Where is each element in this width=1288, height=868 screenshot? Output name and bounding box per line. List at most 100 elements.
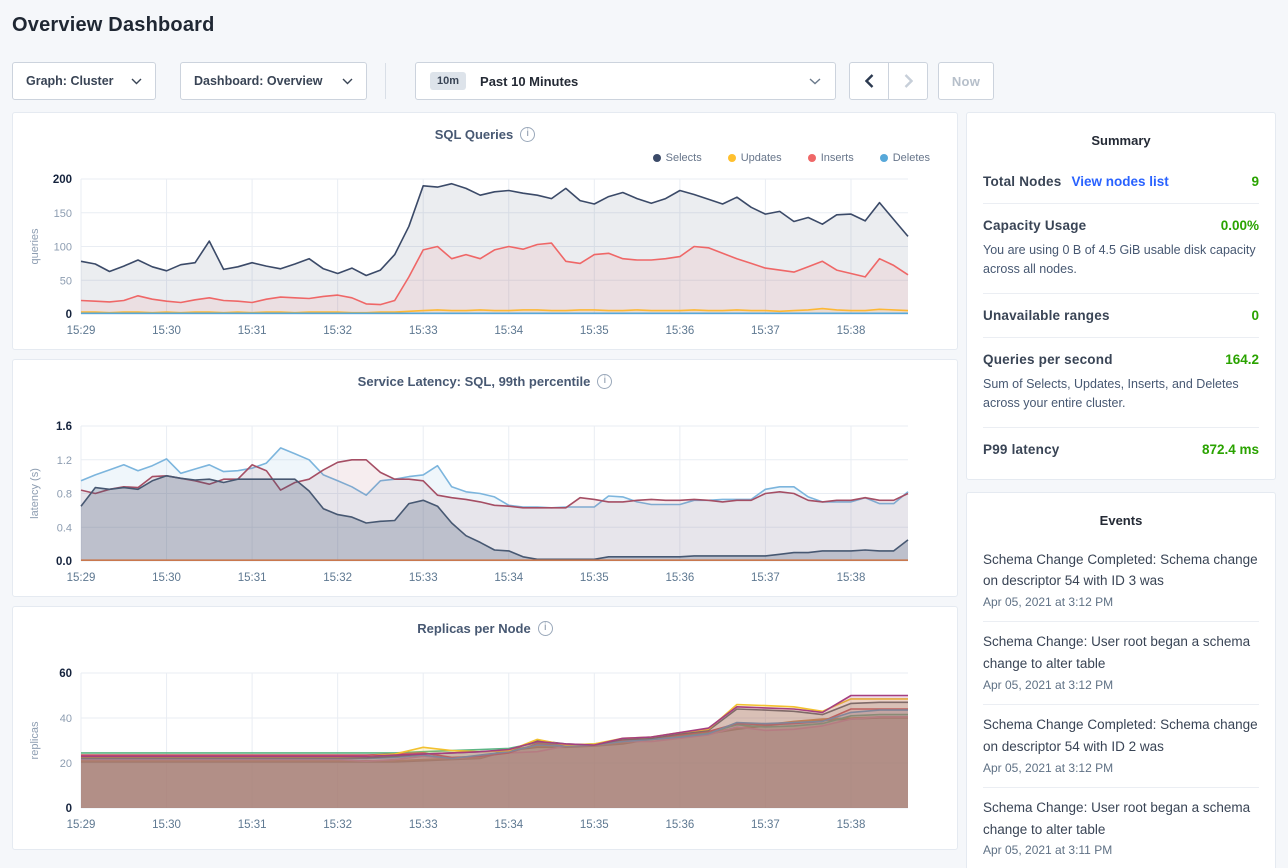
queries-per-second-description: Sum of Selects, Updates, Inserts, and De… [983,376,1239,411]
time-nav-arrows [849,62,928,100]
svg-text:150: 150 [54,208,72,220]
prev-time-button[interactable] [849,62,889,100]
chart-canvas: 0 20 40 60 15:29 15:30 15:31 15:32 15:33 15:34 15:… [29,668,908,831]
svg-text:15:38: 15:38 [837,325,866,337]
svg-text:15:36: 15:36 [665,572,694,584]
p99-latency-row: P99 latency 872.4 ms [983,428,1259,471]
legend-item: Deletes [879,152,930,164]
queries-per-second-label: Queries per second [983,351,1113,367]
toolbar: Graph: Cluster Dashboard: Overview 10m P… [12,62,1276,100]
total-nodes-label: Total Nodes [983,174,1062,189]
p99-latency-value: 872.4 ms [1201,441,1259,457]
capacity-usage-label: Capacity Usage [983,218,1087,233]
event-item[interactable]: Schema Change Completed: Schema change o… [983,540,1259,623]
svg-text:15:37: 15:37 [751,572,780,584]
svg-text:latency (s): latency (s) [29,468,41,519]
chart-legend: Selects Updates Inserts Deletes [25,149,945,167]
svg-text:15:34: 15:34 [494,325,523,337]
svg-text:15:34: 15:34 [494,819,523,831]
time-range-dropdown[interactable]: 10m Past 10 Minutes [415,62,836,100]
side-column: Summary Total Nodes View nodes list 9 Ca… [966,112,1276,868]
event-message: Schema Change: User root began a schema … [983,634,1251,672]
summary-panel: Summary Total Nodes View nodes list 9 Ca… [966,112,1276,480]
capacity-usage-description: You are using 0 B of 4.5 GiB usable disk… [983,243,1256,277]
info-icon[interactable]: i [597,373,613,389]
svg-text:15:29: 15:29 [67,819,96,831]
graph-dropdown[interactable]: Graph: Cluster [12,62,156,100]
chart-title: Service Latency: SQL, 99th percentile [357,373,591,389]
svg-text:15:30: 15:30 [152,572,181,584]
legend-item: Updates [727,152,782,164]
chart-title-row: SQL Queries i [25,123,945,145]
chevron-down-icon [131,78,142,84]
toolbar-divider [385,63,386,99]
chart-title: Replicas per Node [417,620,531,636]
chevron-down-icon [342,78,353,84]
summary-divider [983,426,1259,428]
svg-text:15:31: 15:31 [238,325,267,337]
dashboard-dropdown[interactable]: Dashboard: Overview [180,62,367,100]
page-title: Overview Dashboard [12,14,215,36]
info-icon[interactable]: i [520,126,536,142]
service-latency-chart[interactable]: 0.0 0.4 0.8 1.2 1.6 15:29 15:30 15:31 15:32 15:33… [25,392,945,591]
service-latency-card: Service Latency: SQL, 99th percentile i … [12,359,958,597]
svg-text:0.8: 0.8 [57,489,72,501]
capacity-usage-row: Capacity Usage 0.00% [983,204,1259,241]
svg-text:15:37: 15:37 [751,819,780,831]
svg-text:15:36: 15:36 [665,819,694,831]
svg-text:15:37: 15:37 [751,325,780,337]
svg-text:60: 60 [59,668,72,680]
legend-dot [727,154,736,162]
svg-text:15:29: 15:29 [67,572,96,584]
next-time-button[interactable] [888,62,928,100]
event-item[interactable]: Schema Change: User root began a schema … [983,788,1259,868]
svg-text:100: 100 [54,242,72,254]
chart-title-row: Service Latency: SQL, 99th percentile i [25,370,945,392]
view-nodes-list-link[interactable]: View nodes list [1071,174,1169,189]
svg-text:0: 0 [66,803,72,815]
unavailable-ranges-value: 0 [1251,307,1259,323]
svg-text:15:35: 15:35 [580,572,609,584]
svg-text:15:33: 15:33 [409,572,438,584]
chart-title-row: Replicas per Node i [25,617,945,639]
legend-item: Inserts [807,152,854,164]
capacity-usage-value: 0.00% [1220,218,1259,233]
unavailable-ranges-row: Unavailable ranges 0 [983,294,1259,337]
legend-item: Selects [652,152,702,164]
dashboard-dropdown-label: Dashboard: Overview [194,74,323,88]
svg-text:15:32: 15:32 [323,572,352,584]
p99-latency-label: P99 latency [983,441,1060,457]
unavailable-ranges-label: Unavailable ranges [983,307,1110,323]
event-item[interactable]: Schema Change Completed: Schema change o… [983,705,1259,788]
svg-text:15:35: 15:35 [580,819,609,831]
sql-queries-card: SQL Queries i Selects Updates Inserts Delet… [12,112,958,350]
replicas-per-node-chart[interactable]: 0 20 40 60 15:29 15:30 15:31 15:32 15:33 15:34 15:… [25,639,945,838]
graph-dropdown-label: Graph: Cluster [26,74,114,88]
charts-column: SQL Queries i Selects Updates Inserts Delet… [12,112,958,868]
chart-canvas: 0.0 0.4 0.8 1.2 1.6 15:29 15:30 15:31 15:32 15:33… [29,421,909,584]
event-item[interactable]: Schema Change: User root began a schema … [983,622,1259,705]
chart-canvas: 0 50 100 150 200 15:29 15:30 15:31 15:32 15:33 15:… [29,174,909,337]
info-icon[interactable]: i [537,620,553,636]
svg-text:50: 50 [60,275,72,287]
legend-label: Deletes [892,152,930,164]
svg-text:15:30: 15:30 [152,819,181,831]
svg-text:15:36: 15:36 [665,325,694,337]
svg-text:15:31: 15:31 [238,572,267,584]
svg-text:15:34: 15:34 [494,572,523,584]
svg-text:15:30: 15:30 [152,325,181,337]
events-list: Schema Change Completed: Schema change o… [983,540,1259,868]
now-button[interactable]: Now [938,62,994,100]
legend-dot [807,154,816,162]
svg-text:15:35: 15:35 [580,325,609,337]
summary-header: Summary [1091,133,1151,148]
events-header: Events [1099,512,1143,528]
svg-text:0.0: 0.0 [56,556,72,568]
svg-text:15:38: 15:38 [837,572,866,584]
sql-queries-chart[interactable]: 0 50 100 150 200 15:29 15:30 15:31 15:32 15:33 15:… [25,167,945,344]
chevron-right-icon [904,74,913,88]
event-timestamp: Apr 05, 2021 at 3:12 PM [983,760,1114,775]
summary-divider [983,292,1259,294]
legend-dot [652,154,661,162]
